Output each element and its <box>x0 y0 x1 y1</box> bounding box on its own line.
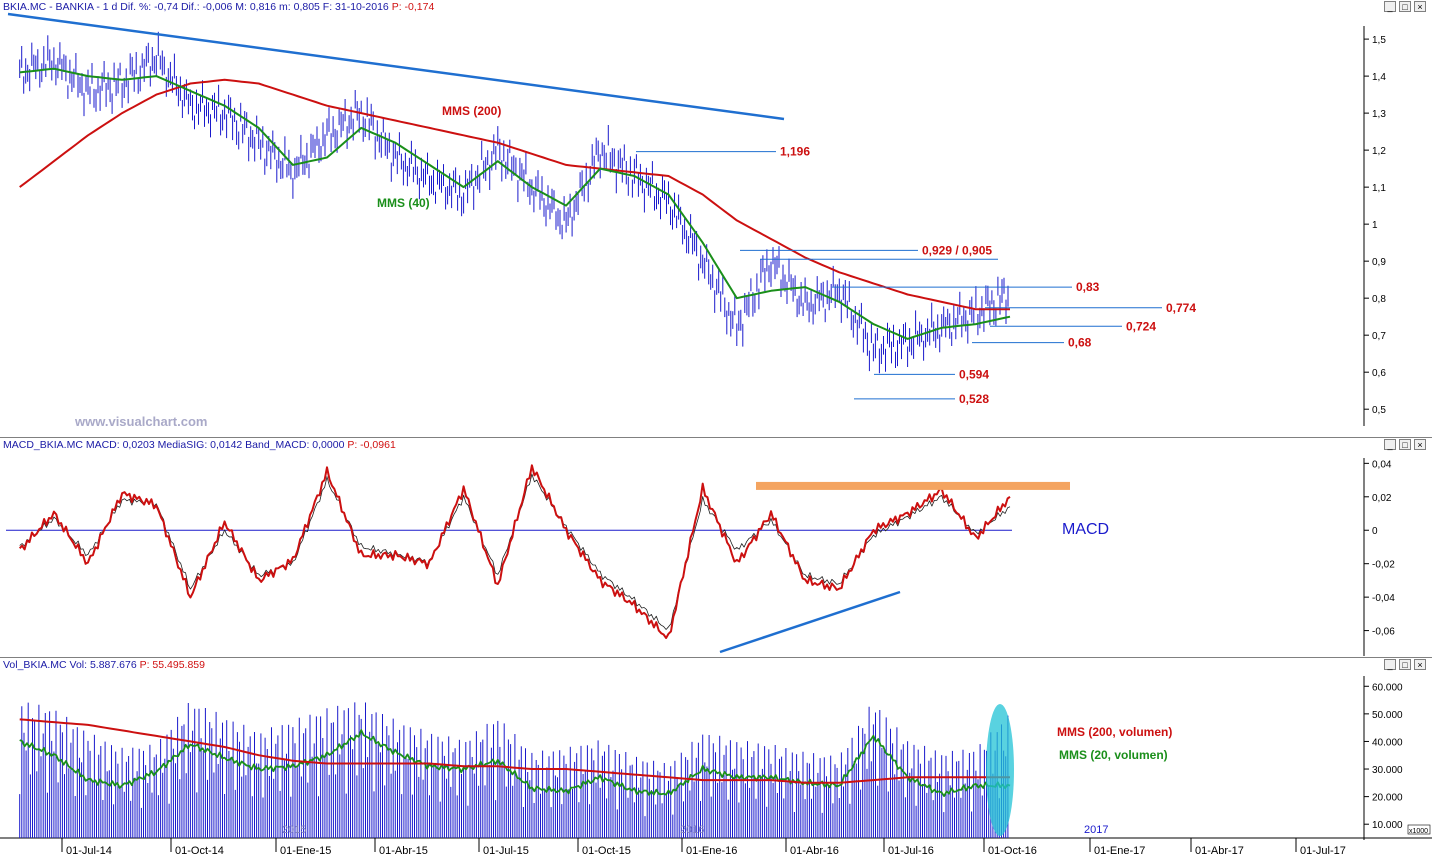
macd-line <box>18 464 1011 639</box>
price-panel: BKIA.MC - BANKIA - 1 d Dif. %: -0,74 Dif… <box>0 0 1432 440</box>
x-tick-label: 01-Oct-14 <box>175 845 224 857</box>
level-label: 0,83 <box>1076 280 1100 294</box>
vol-mms200-line <box>19 718 1010 784</box>
volume-bars <box>19 702 1009 838</box>
x-tick-label: 01-Ene-16 <box>686 845 737 857</box>
x-tick-label: 01-Oct-16 <box>988 845 1037 857</box>
unit-box <box>1407 824 1431 835</box>
x-tick-label: 01-Ene-15 <box>280 845 331 857</box>
y-tick-label: 0,02 <box>1372 493 1392 504</box>
x-tick-label: 01-Oct-15 <box>582 845 631 857</box>
x-tick-label: 01-Abr-16 <box>790 845 839 857</box>
minimize-button[interactable]: _ <box>1384 659 1396 670</box>
y-tick-label: 0,8 <box>1372 294 1386 305</box>
mms200-line <box>19 78 1010 311</box>
level-label: 0,724 <box>1126 319 1156 333</box>
macd-header: MACD_BKIA.MC MACD: 0,0203 MediaSIG: 0,01… <box>3 439 396 451</box>
price-window-buttons: _ □ × <box>1384 1 1426 12</box>
y-tick-label: -0,04 <box>1372 593 1395 604</box>
minimize-button[interactable]: _ <box>1384 439 1396 450</box>
year-marker: 2016 <box>680 824 704 836</box>
resistance-bar <box>756 481 1070 490</box>
vol-mms20-line <box>19 729 1011 798</box>
close-button[interactable]: × <box>1414 1 1426 12</box>
y-tick-label: 40.000 <box>1372 737 1403 748</box>
volume-chart[interactable]: 10.000 20.000 30.000 40.000 50.000 60.000 MMS … <box>0 658 1432 857</box>
year-marker: 2017 <box>1084 824 1108 836</box>
unit-label: x1000 <box>1409 828 1428 835</box>
volume-header: Vol_BKIA.MC Vol: 5.887.676 P: 55.495.859 <box>3 659 205 671</box>
close-button[interactable]: × <box>1414 659 1426 670</box>
y-tick-label: 0 <box>1372 526 1378 537</box>
level-label: 0,528 <box>959 392 989 406</box>
y-tick-label: 1 <box>1372 220 1378 231</box>
y-tick-label: 1,3 <box>1372 109 1386 120</box>
macd-label: MACD <box>1062 521 1109 538</box>
y-tick-label: 0,04 <box>1372 459 1392 470</box>
vol-mms20-label: MMS (20, volumen) <box>1059 748 1168 762</box>
y-tick-label: 0,7 <box>1372 331 1386 342</box>
mms40-line <box>19 67 1011 340</box>
y-tick-label: 1,1 <box>1372 183 1386 194</box>
macd-chart[interactable]: -0,06 -0,04 -0,02 0 0,02 0,04 MACD <box>0 438 1432 660</box>
y-tick-label: 0,5 <box>1372 405 1386 416</box>
mms200-label: MMS (200) <box>442 104 501 118</box>
y-tick-label: 50.000 <box>1372 710 1403 721</box>
maximize-button[interactable]: □ <box>1399 1 1411 12</box>
year-marker: 2015 <box>282 824 306 836</box>
level-label: 0,929 / 0,905 <box>922 243 992 257</box>
level-label: 0,68 <box>1068 336 1092 350</box>
price-bars <box>19 31 1009 374</box>
x-tick-label: 01-Jul-15 <box>483 845 529 857</box>
maximize-button[interactable]: □ <box>1399 659 1411 670</box>
x-tick-label: 01-Jul-17 <box>1300 845 1346 857</box>
support-line <box>719 590 901 654</box>
minimize-button[interactable]: _ <box>1384 1 1396 12</box>
macd-window-buttons: _ □ × <box>1384 439 1426 450</box>
x-tick-label: 01-Abr-17 <box>1195 845 1244 857</box>
macd-panel: MACD_BKIA.MC MACD: 0,0203 MediaSIG: 0,01… <box>0 438 1432 660</box>
y-tick-label: 0,9 <box>1372 257 1386 268</box>
y-tick-label: 0,6 <box>1372 368 1386 379</box>
x-tick-label: 01-Abr-15 <box>379 845 428 857</box>
y-tick-label: -0,06 <box>1372 627 1395 638</box>
x-tick-label: 01-Jul-16 <box>888 845 934 857</box>
level-label: 0,774 <box>1166 301 1196 315</box>
close-button[interactable]: × <box>1414 439 1426 450</box>
y-tick-label: 20.000 <box>1372 793 1403 804</box>
y-tick-label: 30.000 <box>1372 765 1403 776</box>
y-tick-label: 1,4 <box>1372 72 1386 83</box>
maximize-button[interactable]: □ <box>1399 439 1411 450</box>
x-tick-label: 01-Jul-14 <box>66 845 112 857</box>
price-chart[interactable]: 0,5 0,6 0,7 0,8 0,9 1 1,1 1,2 1,3 1,4 1,5 www.visua… <box>0 0 1432 440</box>
x-tick-label: 01-Ene-17 <box>1094 845 1145 857</box>
vol-mms200-label: MMS (200, volumen) <box>1057 725 1172 739</box>
volume-window-buttons: _ □ × <box>1384 659 1426 670</box>
trend-line <box>7 12 785 121</box>
watermark: www.visualchart.com <box>74 414 207 429</box>
y-tick-label: 10.000 <box>1372 820 1403 831</box>
price-header: BKIA.MC - BANKIA - 1 d Dif. %: -0,74 Dif… <box>3 1 435 13</box>
y-tick-label: 1,2 <box>1372 146 1386 157</box>
y-tick-label: 1,5 <box>1372 35 1386 46</box>
volume-highlight <box>986 704 1014 836</box>
y-tick-label: -0,02 <box>1372 560 1395 571</box>
y-tick-label: 60.000 <box>1372 682 1403 693</box>
mms40-label: MMS (40) <box>377 196 430 210</box>
volume-panel: Vol_BKIA.MC Vol: 5.887.676 P: 55.495.859… <box>0 658 1432 857</box>
level-label: 1,196 <box>780 145 810 159</box>
level-label: 0,594 <box>959 367 989 381</box>
